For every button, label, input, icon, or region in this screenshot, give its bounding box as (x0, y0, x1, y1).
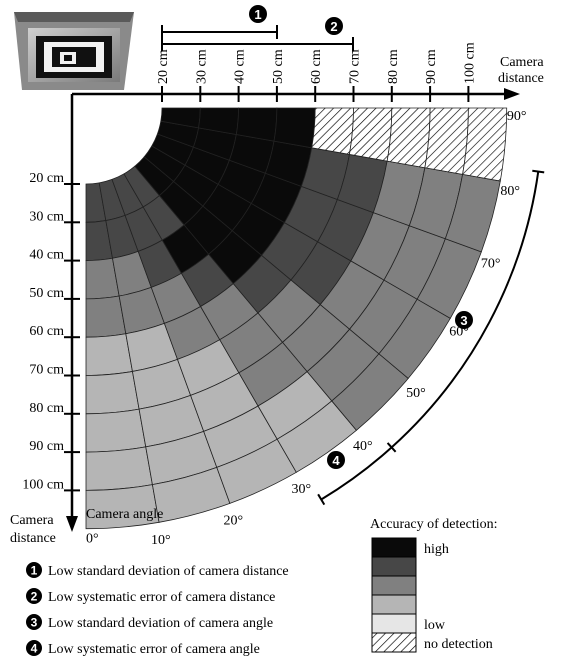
notes-list: 1 Low standard deviation of camera dista… (26, 562, 289, 657)
note-1-text: Low standard deviation of camera distanc… (48, 564, 289, 579)
arc-tick-1 (386, 442, 397, 453)
legend-swatch-1 (371, 556, 417, 577)
legend-swatch-3 (371, 594, 417, 615)
sector-cell-90cm-80deg (424, 107, 469, 175)
bracket-1 (161, 25, 278, 39)
marker-2-label: 2 (330, 19, 337, 34)
sector-cell-50cm-80deg (273, 107, 316, 149)
angle-axis-title: Camera angle (86, 507, 163, 522)
sector-cell-80cm-80deg (386, 107, 431, 169)
bracket-ticks (317, 169, 545, 506)
v-tick-label-0: 20 cm (29, 171, 64, 186)
legend: Accuracy of detection: high low no detecti… (370, 517, 498, 653)
v-tick-label-1: 30 cm (29, 209, 64, 224)
angle-tick-label-50: 50° (406, 386, 426, 401)
distance-axis-vertical: 20 cm 30 cm 40 cm 50 cm 60 cm 70 cm 80 cm 90 cm… (22, 94, 80, 532)
marker-3-label: 3 (460, 313, 467, 328)
legend-title: Accuracy of detection: (370, 517, 498, 532)
h-tick-label-8: 100 cm (462, 42, 477, 84)
h-tick-label-0: 20 cm (156, 49, 171, 84)
angle-tick-labels: 0° 10°20°30°40°50°60°70°80°90° (86, 109, 527, 548)
legend-swatch-4 (371, 613, 417, 634)
marker-device-image (14, 12, 134, 90)
h-tick-label-2: 40 cm (233, 49, 248, 84)
v-tick-label-5: 70 cm (29, 363, 64, 378)
note-2-marker: 2 (31, 590, 38, 604)
note-1: 1 Low standard deviation of camera dista… (26, 562, 289, 579)
angle-tick-label-40: 40° (353, 439, 373, 454)
v-tick-label-4: 60 cm (29, 324, 64, 339)
legend-label-5: no detection (424, 637, 493, 652)
sector-cell-90cm-0deg (85, 446, 153, 491)
marker-4: 4 (327, 451, 345, 469)
legend-swatch-5 (371, 632, 417, 653)
marker-4-label: 4 (332, 453, 340, 468)
angle-tick-label-0: 0° (86, 532, 99, 547)
note-4: 4 Low systematic error of camera angle (26, 640, 260, 657)
marker-3: 3 (455, 311, 473, 329)
legend-swatch-0 (371, 537, 417, 558)
h-tick-label-7: 90 cm (424, 49, 439, 84)
bracket-4 (320, 446, 393, 501)
angle-tick-label-10: 10° (151, 533, 171, 548)
note-2-text: Low systematic error of camera distance (48, 590, 275, 605)
h-tick-label-4: 60 cm (309, 49, 324, 84)
legend-label-4: low (424, 618, 446, 633)
angle-tick-label-80: 80° (500, 184, 520, 199)
v-tick-label-8: 100 cm (22, 477, 64, 492)
v-tick-label-6: 80 cm (29, 401, 64, 416)
sector-cell-50cm-0deg (85, 295, 127, 338)
bracket-3 (390, 171, 540, 449)
angle-tick-label-20: 20° (224, 514, 244, 529)
angle-tick-label-30: 30° (292, 482, 312, 497)
note-2: 2 Low systematic error of camera distanc… (26, 588, 275, 605)
axis-title-vertical-line1: Camera (10, 513, 54, 528)
note-1-marker: 1 (31, 564, 38, 578)
sector-cell-60cm-80deg (311, 107, 354, 155)
note-4-text: Low systematic error of camera angle (48, 642, 260, 657)
arc-tick-2 (532, 169, 545, 174)
h-tick-label-3: 50 cm (271, 49, 286, 84)
v-tick-label-7: 90 cm (29, 439, 64, 454)
v-tick-label-2: 40 cm (29, 248, 64, 263)
arc-tick-0 (317, 493, 326, 506)
sector-cell-80cm-0deg (85, 408, 147, 453)
axis-title-horizontal-line1: Camera (500, 55, 544, 70)
note-3-text: Low standard deviation of camera angle (48, 616, 273, 631)
sector-cell-60cm-0deg (85, 333, 133, 376)
sector-cell-70cm-80deg (348, 107, 393, 162)
axis-title-vertical-line2: distance (10, 531, 56, 546)
distance-axis-horizontal: 20 cm 30 cm 40 cm 50 cm 60 cm 70 cm 80 cm 90 cm… (72, 42, 520, 102)
h-tick-label-6: 80 cm (386, 49, 401, 84)
marker-2: 2 (325, 17, 343, 35)
legend-label-0: high (424, 542, 449, 557)
angle-tick-label-90: 90° (507, 109, 527, 124)
sector-cell-70cm-0deg (85, 370, 140, 415)
note-3: 3 Low standard deviation of camera angle (26, 614, 273, 631)
legend-swatch-2 (371, 575, 417, 596)
note-3-marker: 3 (31, 616, 38, 630)
marker-1-label: 1 (254, 7, 261, 22)
marker-1: 1 (249, 5, 267, 23)
axis-title-horizontal-line2: distance (498, 71, 544, 86)
v-tick-label-3: 50 cm (29, 286, 64, 301)
angle-tick-label-70: 70° (481, 256, 501, 271)
h-tick-label-1: 30 cm (194, 49, 209, 84)
sector-cell-100cm-80deg (462, 107, 508, 182)
h-tick-label-5: 70 cm (348, 49, 363, 84)
note-4-marker: 4 (31, 642, 38, 656)
bracket-2 (161, 37, 354, 51)
accuracy-sector (85, 107, 508, 530)
